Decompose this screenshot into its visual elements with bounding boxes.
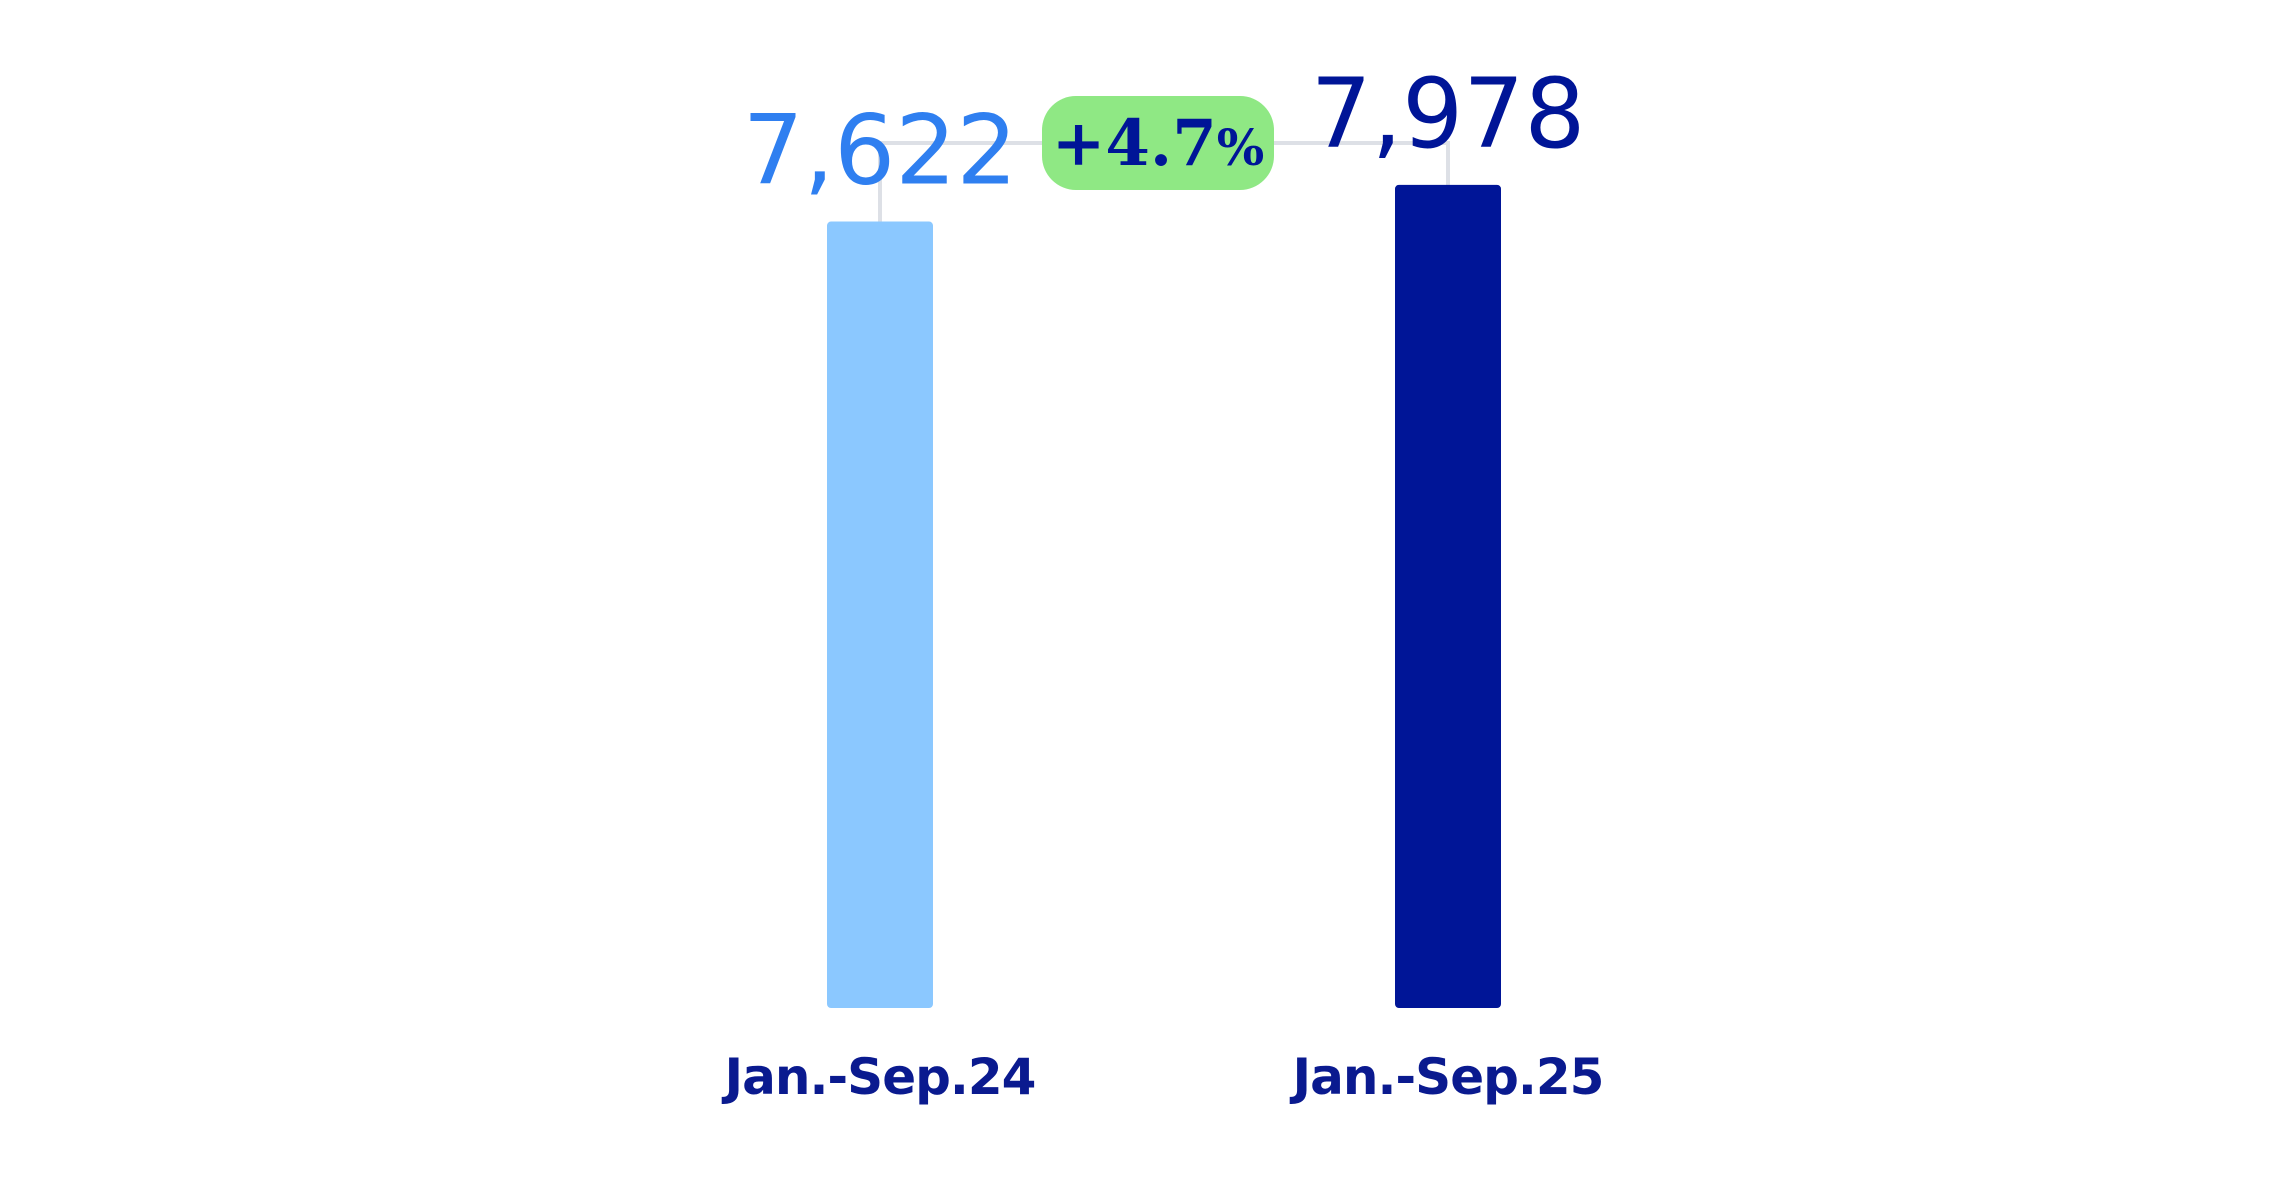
- growth-badge-label: +4.7%: [1052, 106, 1264, 181]
- bars: 7,622 Jan.-Sep.24 7,978 Jan.-Sep.25: [722, 58, 1605, 1106]
- growth-badge-number: 4.7: [1105, 106, 1216, 181]
- growth-badge-sign: +: [1052, 106, 1106, 181]
- category-label-1: Jan.-Sep.24: [722, 1048, 1036, 1106]
- growth-badge-background: [1042, 96, 1274, 190]
- growth-badge: +4.7%: [1042, 96, 1274, 190]
- bar-1: [827, 221, 933, 1008]
- growth-badge-unit: %: [1217, 118, 1265, 177]
- bar-2: [1395, 184, 1501, 1009]
- category-label-2: Jan.-Sep.25: [1290, 1048, 1604, 1106]
- bar-value-label-1: 7,622: [743, 95, 1018, 207]
- bar-value-label-2: 7,978: [1311, 58, 1586, 170]
